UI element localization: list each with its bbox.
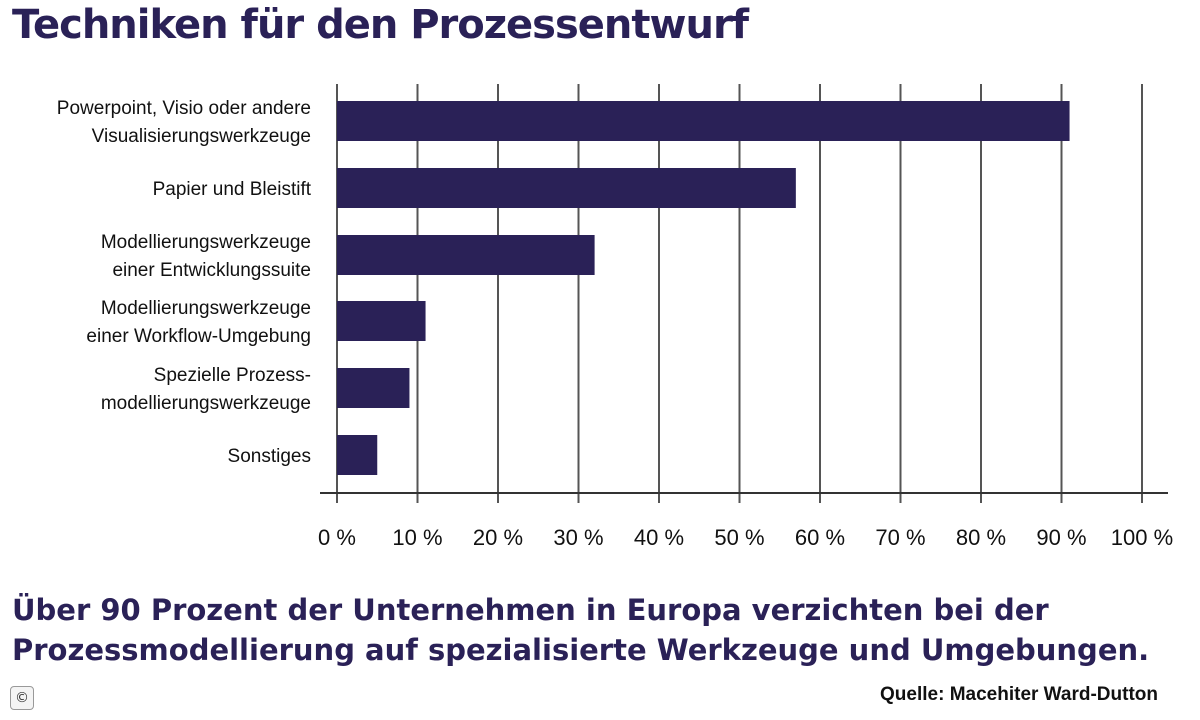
x-tick-label: 30 % [553,525,603,550]
category-label: Modellierungswerkzeuge [101,232,311,253]
category-label: Visualisierungswerkzeuge [92,126,311,147]
chart-title: Techniken für den Prozessentwurf [12,2,749,48]
x-tick-label: 70 % [875,525,925,550]
category-label: Powerpoint, Visio oder andere [57,98,311,119]
category-label: modellierungswerkzeuge [101,393,311,414]
bar [337,235,595,275]
bar-chart: Powerpoint, Visio oder andere Visualisier… [57,84,1173,550]
x-tick-label: 40 % [634,525,684,550]
bar [337,101,1070,141]
x-tick-label: 20 % [473,525,523,550]
x-tick-label: 10 % [392,525,442,550]
bar [337,368,410,408]
category-labels: Powerpoint, Visio oder andere Visualisier… [57,98,312,467]
chart-caption: Über 90 Prozent der Unternehmen in Europ… [12,590,1149,670]
category-label: Spezielle Prozess- [154,365,311,386]
category-label: einer Workflow-Umgebung [86,326,311,347]
category-label: einer Entwicklungssuite [112,260,311,281]
bar [337,168,796,208]
category-label: Modellierungswerkzeuge [101,298,311,319]
category-label: Sonstiges [228,446,311,467]
x-tick-label: 80 % [956,525,1006,550]
source-note: Quelle: Macehiter Ward-Dutton [880,684,1158,705]
x-tick-labels: 0 % 10 % 20 % 30 % 40 % 50 % 60 % 70 % 80 % 90 % 1… [318,525,1173,550]
x-tick-label: 90 % [1036,525,1086,550]
category-label: Papier und Bleistift [153,179,312,200]
x-tick-label: 0 % [318,525,356,550]
x-tick-label: 50 % [714,525,764,550]
bar [337,435,378,475]
copyright-icon: © [10,686,34,710]
x-tick-label: 100 % [1111,525,1173,550]
caption-line-1: Über 90 Prozent der Unternehmen in Europ… [12,593,1049,627]
gridlines [336,84,1143,503]
bars [337,101,1070,475]
x-tick-label: 60 % [795,525,845,550]
bar [337,301,426,341]
caption-line-2: Prozessmodellierung auf spezialisierte W… [12,633,1150,667]
